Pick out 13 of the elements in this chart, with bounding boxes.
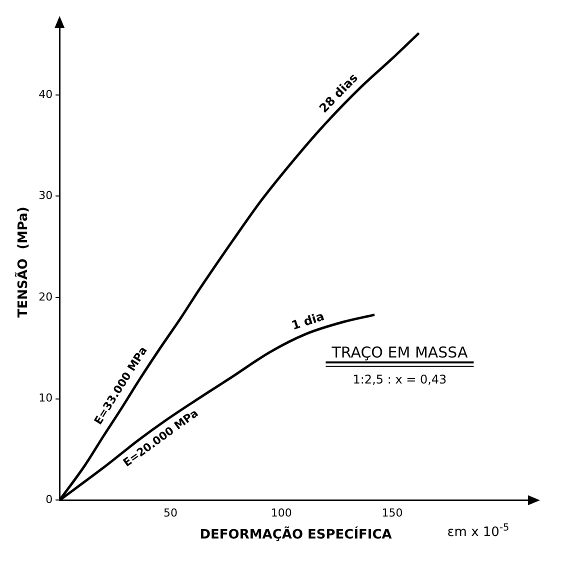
- y-tick-label: 20: [38, 290, 53, 304]
- x-tick-label: 150: [382, 506, 403, 520]
- y-tick-label: 40: [38, 88, 53, 101]
- x-axis-title: DEFORMAÇÃO ESPECÍFICA: [200, 526, 392, 543]
- annotation: 1:2,5 : x = 0,43: [352, 372, 447, 386]
- text: 1 dia: [290, 309, 326, 333]
- annotation: TRAÇO EM MASSA: [330, 343, 468, 362]
- x-tick-label: 100: [270, 506, 292, 520]
- y-tick-label: 30: [38, 189, 53, 202]
- x-tick-label: 50: [163, 506, 178, 520]
- y-tick-label: 10: [38, 392, 53, 405]
- y-tick-label: 0: [46, 493, 53, 506]
- y-axis-title: TENSÃO (MPa): [14, 206, 32, 318]
